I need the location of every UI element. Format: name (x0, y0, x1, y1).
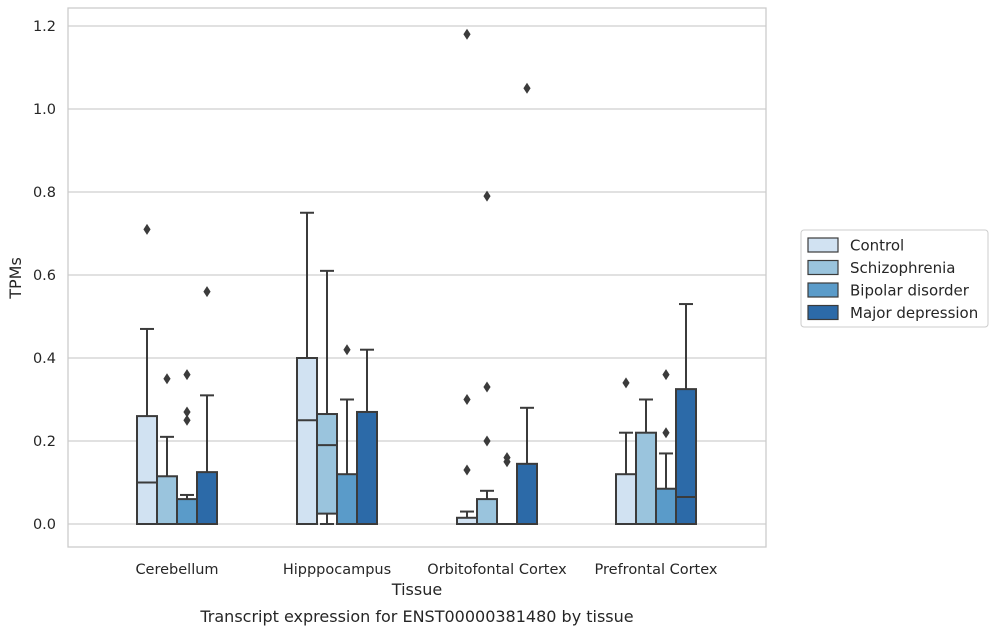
box (456, 28, 478, 526)
box-body (316, 413, 338, 515)
outlier-point (183, 369, 191, 381)
box-body (296, 357, 318, 525)
box-body (675, 388, 697, 525)
legend-label: Major depression (850, 304, 978, 322)
box-body (516, 462, 538, 526)
box (176, 369, 198, 526)
box-body (476, 498, 498, 526)
outlier-point (203, 286, 211, 298)
box (655, 369, 677, 526)
box-body (635, 431, 657, 526)
box-body (615, 473, 637, 526)
outlier-point (483, 381, 491, 393)
outlier-point (463, 464, 471, 476)
box (675, 303, 697, 525)
outlier-point (503, 452, 511, 464)
plot-area (68, 8, 766, 547)
legend-label: Bipolar disorder (850, 282, 970, 300)
chart-caption: Transcript expression for ENST0000038148… (199, 607, 633, 626)
box-body (156, 475, 178, 525)
x-axis-label: Tissue (391, 580, 442, 599)
y-axis-ticks: 0.0 0.2 0.4 0.6 0.8 1.0 1.2 (33, 19, 56, 533)
outlier-point (163, 373, 171, 385)
box-body (196, 471, 218, 525)
outlier-point (463, 394, 471, 405)
box-body (356, 410, 378, 526)
y-tick-label: 0.0 (33, 517, 56, 533)
series-schizophrenia (156, 190, 657, 526)
outlier-point (523, 82, 531, 94)
box (635, 398, 657, 526)
box (497, 452, 517, 525)
outlier-point (483, 190, 491, 202)
box (196, 286, 218, 525)
legend-label: Control (850, 237, 904, 255)
series-bipolar-disorder (176, 344, 677, 526)
y-tick-label: 0.6 (33, 268, 56, 284)
y-tick-label: 0.2 (33, 434, 56, 450)
y-tick-label: 0.4 (33, 351, 56, 367)
box (356, 348, 378, 526)
x-tick-label: Orbitofontal Cortex (427, 562, 567, 578)
box (316, 269, 338, 525)
outlier-point (343, 344, 351, 356)
legend-swatch (807, 237, 839, 253)
outlier-point (662, 427, 670, 439)
x-tick-label: Hipppocampus (283, 562, 391, 578)
series-major-depression (196, 82, 697, 526)
x-tick-label: Cerebellum (135, 562, 218, 578)
outlier-point (662, 369, 670, 381)
plot-frame (67, 7, 767, 548)
box-series (136, 28, 697, 526)
y-tick-label: 1.2 (33, 19, 56, 35)
outlier-point (463, 28, 471, 40)
legend-frame (800, 229, 989, 328)
box (336, 344, 358, 526)
legend-swatch (807, 304, 839, 321)
outlier-point (183, 414, 191, 426)
gridlines (68, 25, 766, 525)
outlier-point (622, 377, 630, 389)
x-axis-ticks: Cerebellum Hipppocampus Orbitofontal Corte… (135, 562, 717, 578)
box (615, 377, 637, 526)
box (516, 82, 538, 526)
legend-label: Schizophrenia (850, 259, 955, 277)
box (476, 190, 498, 526)
legend: Control Schizophrenia Bipolar disorder Majo… (800, 229, 989, 328)
outlier-point (483, 435, 491, 447)
box-body (176, 498, 198, 526)
series-control (136, 28, 637, 526)
box-body (136, 415, 158, 526)
box-body (336, 473, 358, 526)
legend-swatch (807, 282, 839, 298)
outlier-point (183, 406, 191, 418)
legend-swatch (807, 259, 839, 276)
outlier-point (143, 223, 151, 235)
x-tick-label: Prefrontal Cortex (595, 562, 718, 578)
box-body (655, 487, 677, 526)
y-tick-label: 0.8 (33, 185, 56, 201)
y-tick-label: 1.0 (33, 102, 56, 118)
y-axis-label: TPMs (6, 257, 25, 300)
box (136, 223, 158, 526)
